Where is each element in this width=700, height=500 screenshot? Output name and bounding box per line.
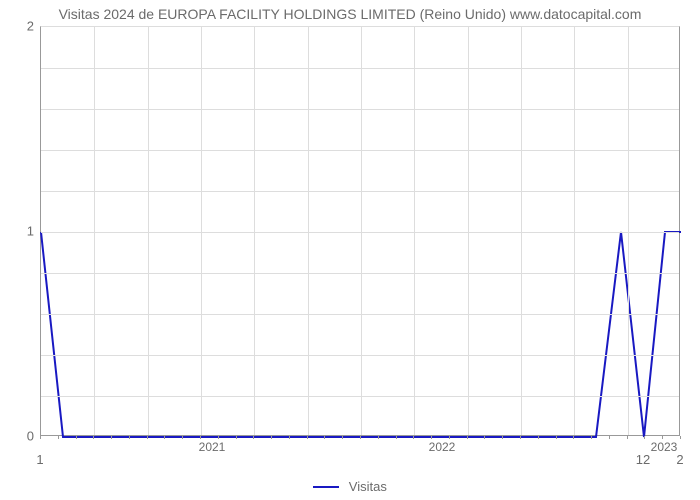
- x-major-label: 2022: [429, 440, 456, 454]
- vgrid: [468, 27, 469, 435]
- x-extra-label: 12: [636, 452, 650, 467]
- x-minor-tick: [609, 436, 610, 439]
- x-minor-tick: [289, 436, 290, 439]
- x-minor-tick: [200, 436, 201, 439]
- vgrid: [308, 27, 309, 435]
- legend-swatch: [313, 486, 339, 488]
- x-minor-tick: [342, 436, 343, 439]
- x-minor-tick: [129, 436, 130, 439]
- x-minor-tick: [111, 436, 112, 439]
- vgrid: [361, 27, 362, 435]
- x-minor-tick: [76, 436, 77, 439]
- vgrid: [521, 27, 522, 435]
- x-minor-tick: [467, 436, 468, 439]
- x-minor-tick: [307, 436, 308, 439]
- chart-title: Visitas 2024 de EUROPA FACILITY HOLDINGS…: [0, 6, 700, 22]
- vgrid: [148, 27, 149, 435]
- x-minor-tick: [360, 436, 361, 439]
- vgrid: [94, 27, 95, 435]
- vgrid: [254, 27, 255, 435]
- x-minor-tick: [662, 436, 663, 439]
- hgrid: [41, 273, 679, 274]
- x-minor-tick: [271, 436, 272, 439]
- x-minor-tick: [484, 436, 485, 439]
- hgrid: [41, 396, 679, 397]
- y-tick-0: 0: [4, 429, 34, 444]
- x-minor-tick: [644, 436, 645, 439]
- x-major-label: 2023: [651, 440, 678, 454]
- y-tick-2: 2: [4, 19, 34, 34]
- x-minor-tick: [324, 436, 325, 439]
- vgrid: [628, 27, 629, 435]
- hgrid: [41, 150, 679, 151]
- hgrid: [41, 232, 679, 233]
- x-minor-tick: [431, 436, 432, 439]
- x-minor-tick: [556, 436, 557, 439]
- x-minor-tick: [40, 436, 41, 439]
- x-minor-tick: [253, 436, 254, 439]
- line-layer: [41, 27, 679, 435]
- x-minor-tick: [538, 436, 539, 439]
- plot-area: [40, 26, 680, 436]
- vgrid: [201, 27, 202, 435]
- x-minor-tick: [58, 436, 59, 439]
- x-minor-tick: [93, 436, 94, 439]
- hgrid: [41, 355, 679, 356]
- x-minor-tick: [396, 436, 397, 439]
- vgrid: [574, 27, 575, 435]
- y-tick-1: 1: [4, 224, 34, 239]
- x-edge-left: 1: [36, 452, 43, 467]
- hgrid: [41, 109, 679, 110]
- x-minor-tick: [378, 436, 379, 439]
- x-edge-right: 2: [676, 452, 683, 467]
- x-major-label: 2021: [199, 440, 226, 454]
- x-minor-tick: [449, 436, 450, 439]
- hgrid: [41, 314, 679, 315]
- x-minor-tick: [502, 436, 503, 439]
- x-minor-tick: [164, 436, 165, 439]
- x-minor-tick: [520, 436, 521, 439]
- x-minor-tick: [680, 436, 681, 439]
- x-minor-tick: [591, 436, 592, 439]
- x-minor-tick: [573, 436, 574, 439]
- hgrid: [41, 68, 679, 69]
- legend-label: Visitas: [349, 479, 387, 494]
- x-minor-tick: [413, 436, 414, 439]
- x-minor-tick: [147, 436, 148, 439]
- x-minor-tick: [182, 436, 183, 439]
- legend: Visitas: [0, 478, 700, 494]
- vgrid: [414, 27, 415, 435]
- x-minor-tick: [218, 436, 219, 439]
- x-minor-tick: [627, 436, 628, 439]
- hgrid: [41, 191, 679, 192]
- line-chart: Visitas 2024 de EUROPA FACILITY HOLDINGS…: [0, 0, 700, 500]
- x-minor-tick: [236, 436, 237, 439]
